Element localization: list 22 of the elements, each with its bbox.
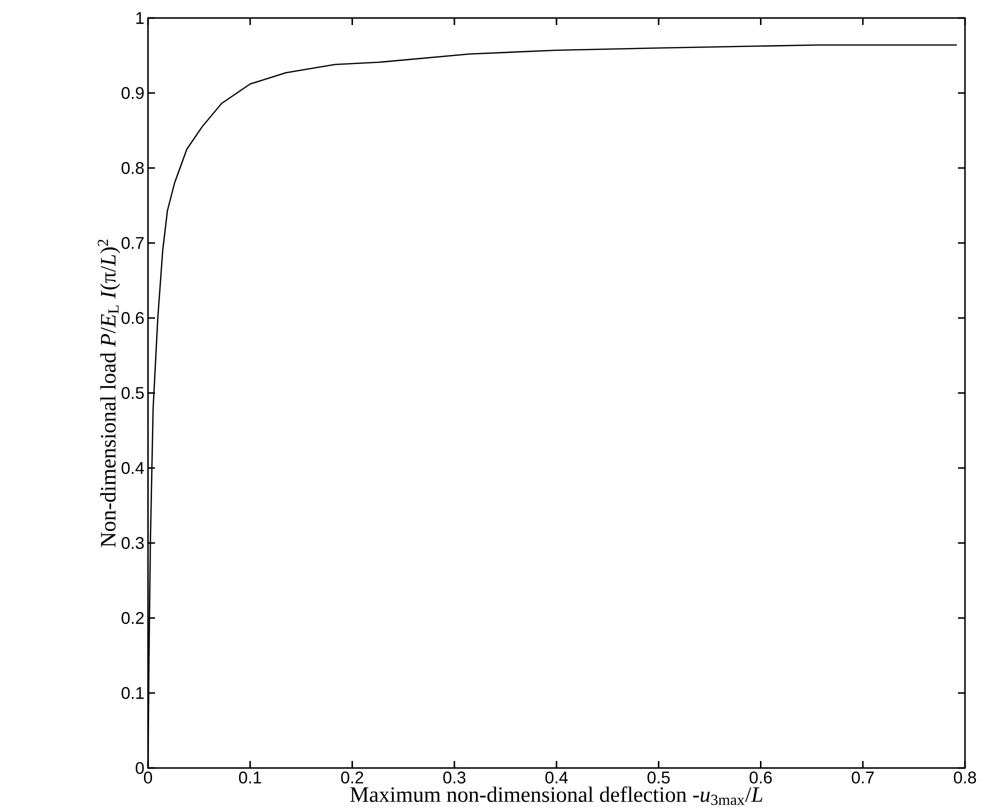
y-tick-label: 0 <box>136 762 144 774</box>
y-tick-label: 0.6 <box>122 312 144 324</box>
y-tick-label: 1 <box>136 12 144 24</box>
x-tick-label: 0.6 <box>750 771 772 784</box>
y-tick-label: 0.2 <box>122 612 144 624</box>
x-tick-label: 0.4 <box>545 771 568 784</box>
y-tick-label: 0.4 <box>122 462 144 474</box>
text: Non-dimensional load P/E$_{L}$ I(π/L)$^{2}$ <box>98 239 120 547</box>
y-tick-label: 0.8 <box>122 162 144 174</box>
x-tick-label: 0.8 <box>954 771 976 784</box>
x-tick-label: 0.5 <box>648 771 670 784</box>
x-tick-label: 0.1 <box>239 771 262 784</box>
y-tick-label: 0.5 <box>122 386 144 399</box>
x-tick-label: 0.3 <box>443 771 466 784</box>
x-axis-title: Maximum non-dimensional deflection -u$_{3max}$/L <box>350 786 762 805</box>
x-tick-label: 0 <box>144 771 152 784</box>
x-tick-label: 0.2 <box>341 771 364 784</box>
y-tick-label: 0.9 <box>122 86 144 99</box>
y-tick-label: 0.3 <box>122 536 144 549</box>
y-tick-label: 0.7 <box>122 236 144 249</box>
x-tick-label: 0.7 <box>852 771 874 784</box>
y-tick-label: 0.1 <box>122 686 144 699</box>
